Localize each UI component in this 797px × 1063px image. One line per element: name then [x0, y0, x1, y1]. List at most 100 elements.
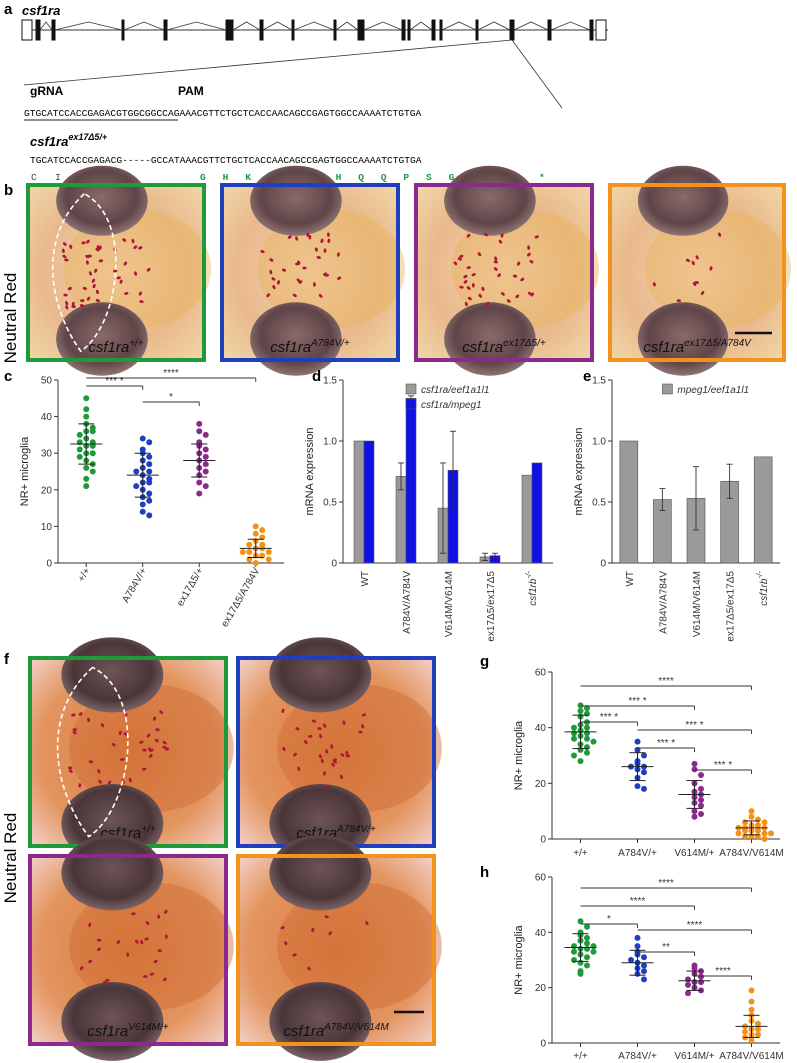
microglia-dot [453, 261, 458, 266]
microglia-dot [500, 233, 504, 238]
microglia-dot [71, 713, 76, 717]
microglia-dot [292, 293, 297, 298]
microglia-dot [709, 266, 713, 271]
microglia-dot [140, 940, 144, 945]
data-point [139, 435, 146, 442]
fish-body [69, 882, 234, 1011]
microglia-dot [88, 922, 92, 928]
microglia-dot [157, 949, 162, 953]
microglia-dot [457, 257, 462, 261]
data-point [571, 724, 577, 731]
microglia-dot [466, 266, 471, 270]
microglia-dot [306, 232, 310, 237]
microglia-dot [527, 291, 532, 296]
intron [293, 21, 335, 31]
panel-letter-c: c [4, 368, 12, 385]
fish-photo: csf1raA784V/+ [236, 637, 442, 863]
microglia-dot [98, 245, 102, 250]
data-point [634, 783, 641, 790]
microglia-dot [459, 254, 464, 258]
fish-eye-top [61, 637, 164, 713]
data-point [742, 1028, 748, 1035]
microglia-dot [146, 733, 151, 738]
amino-acid-frameshift: * [539, 172, 545, 183]
mutant-allele-label: csf1raex17Δ5/+ [30, 132, 108, 149]
legend-label: mpeg1/eef1a1l1 [677, 385, 749, 396]
microglia-dot [122, 238, 127, 242]
microglia-dot [162, 745, 167, 749]
data-point [584, 705, 590, 712]
microglia-dot [162, 740, 167, 745]
microglia-dot [718, 232, 722, 237]
data-point [634, 943, 641, 950]
exon [361, 19, 365, 41]
fish-eye-bottom [637, 302, 729, 376]
microglia-dot [318, 754, 323, 759]
intron [166, 21, 227, 31]
fish-photo: csf1raex17Δ5/A784V [608, 165, 791, 376]
exon [225, 19, 230, 41]
microglia-dot [459, 285, 464, 289]
data-point [742, 833, 748, 840]
data-point [735, 830, 742, 837]
significance-label: * [169, 392, 173, 403]
genotype-base: csf1ra [87, 1023, 128, 1040]
data-point [83, 406, 90, 413]
microglia-dot [483, 233, 489, 237]
intron [441, 21, 477, 31]
genotype-sup: A784V/+ [310, 338, 350, 349]
microglia-dot [143, 975, 148, 978]
microglia-dot [139, 300, 144, 304]
x-tick-label-base: WT [625, 571, 636, 587]
y-tick-label: 60 [535, 668, 547, 679]
brain-outline [52, 192, 117, 353]
fish-eye-bottom [250, 302, 342, 376]
x-tick-label-base: ex17Δ5/ex17Δ5 [726, 571, 737, 642]
bar [531, 462, 543, 564]
wt-sequence-grna: GTGCATCCACCGAGACGTGG [24, 108, 139, 119]
microglia-dot [692, 281, 697, 286]
gene-name: csf1ra [22, 3, 60, 18]
genotype-sup: +/+ [129, 338, 144, 349]
microglia-dot [97, 769, 101, 774]
x-tick-label: WT [625, 571, 636, 587]
fish-photo: csf1raA784V/+ [220, 165, 406, 376]
data-point [146, 490, 153, 497]
x-tick-label: A784V/A784V [402, 571, 413, 634]
pam-label: PAM [178, 84, 204, 98]
panel-letter-b: b [4, 182, 13, 199]
exon [21, 19, 33, 41]
microglia-dot [96, 938, 102, 942]
microglia-dot [308, 234, 312, 240]
intron [550, 21, 591, 31]
zoom-line-right [511, 39, 563, 109]
data-point [628, 957, 634, 963]
data-point [698, 802, 704, 809]
microglia-dot [128, 777, 132, 783]
exon [439, 19, 443, 41]
microglia-dot [515, 294, 520, 299]
x-tick-label: +/+ [76, 566, 93, 584]
data-point [146, 468, 153, 475]
y-tick-label: 0 [600, 559, 606, 570]
microglia-dot [471, 283, 475, 288]
microglia-dot [529, 259, 534, 264]
microglia-dot [481, 286, 485, 291]
data-point [768, 830, 774, 837]
data-point [755, 833, 761, 840]
genotype-sup: ex17Δ5/A784V [684, 338, 752, 349]
data-point [755, 1020, 761, 1027]
data-point [641, 769, 647, 776]
microglia-dot [358, 730, 363, 734]
microglia-dot [506, 299, 511, 303]
chart-d: 0 0.5 1.0 1.5 mRNA expression WT A784V/A784V V6… [304, 376, 553, 642]
microglia-dot [466, 286, 471, 290]
microglia-dot [79, 304, 85, 308]
fish-body [277, 684, 442, 813]
data-point [691, 808, 698, 815]
microglia-dot [88, 271, 92, 276]
microglia-dot [145, 921, 150, 926]
amino-acid: C [31, 172, 37, 183]
microglia-dot [118, 730, 122, 736]
genotype-sup: A784V/+ [336, 824, 376, 835]
